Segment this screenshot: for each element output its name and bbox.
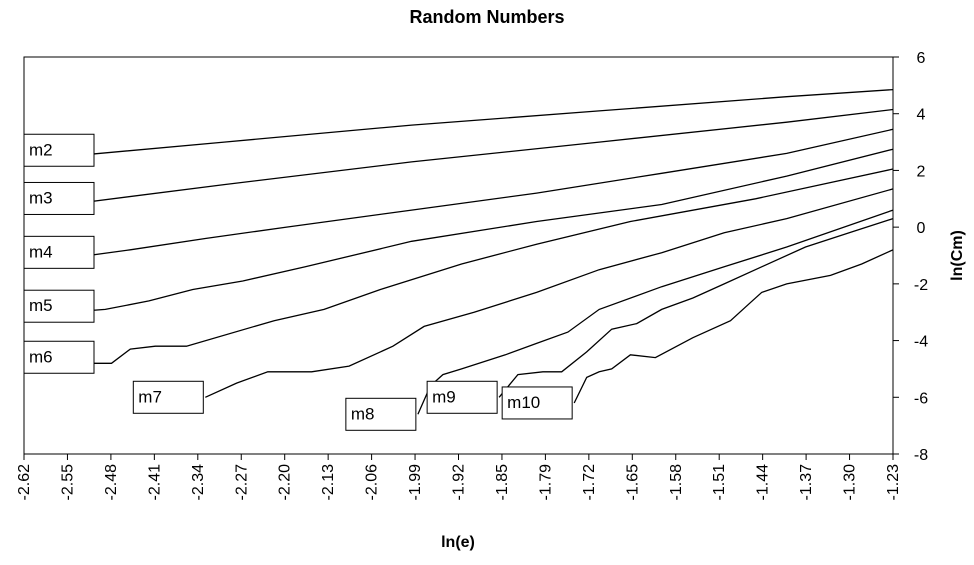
series-label-m3: m3 [29,188,53,207]
series-line-m4 [67,128,894,259]
series-label-box-m4 [23,235,95,269]
y-tick-label: 0 [917,220,926,237]
x-tick-label: -1.30 [842,464,859,501]
series-label-box-m8 [345,397,417,431]
x-tick-label: -1.72 [581,464,598,501]
series-line-m8 [417,209,894,415]
series-line-m5 [67,148,894,313]
y-tick-label: -4 [914,334,928,351]
x-tick-label: -2.48 [103,464,120,501]
x-tick-label: -2.20 [277,464,294,501]
x-tick-label: -2.34 [190,464,207,501]
x-tick-label: -1.58 [668,464,685,501]
series-label-box-m7 [132,380,204,414]
series-line-m7 [205,188,894,398]
x-tick-label: -1.23 [885,464,902,501]
series-line-m2 [67,88,894,157]
x-tick-label: -2.55 [59,464,76,501]
x-tick-label: -2.27 [233,464,250,501]
series-label-box-m10 [501,386,573,420]
x-tick-label: -1.99 [407,464,424,501]
x-tick-label: -1.44 [755,464,772,501]
x-tick-label: -1.92 [451,464,468,501]
chart-title: Random Numbers [409,7,565,27]
y-tick-label: 2 [917,163,926,180]
series-line-m9 [498,217,894,398]
series-label-box-m9 [426,380,498,414]
series-label-m2: m2 [29,140,53,159]
y-axis-label: ln(Cm) [949,230,966,281]
x-tick-label: -2.41 [146,464,163,501]
series-label-box-m3 [23,181,95,215]
series-line-m6 [67,168,894,364]
x-tick-label: -2.06 [364,464,381,501]
x-axis-label: ln(e) [441,534,475,551]
series-label-m4: m4 [29,242,53,261]
y-tick-label: 4 [917,107,926,124]
x-tick-label: -2.13 [320,464,337,501]
y-tick-label: -6 [914,390,928,407]
y-tick-label: 6 [917,50,926,67]
x-tick-label: -2.62 [16,464,33,501]
series-label-m7: m7 [138,387,162,406]
x-tick-label: -1.65 [624,464,641,501]
x-tick-label: -1.85 [494,464,511,501]
y-tick-label: -2 [914,277,928,294]
series-label-box-m5 [23,289,95,323]
series-line-m3 [67,108,894,206]
series-label-m6: m6 [29,347,53,366]
series-label-m8: m8 [351,404,375,423]
x-tick-label: -1.51 [711,464,728,501]
series-line-m10 [573,249,894,404]
series-label-m5: m5 [29,296,53,315]
series-label-m9: m9 [432,387,456,406]
x-tick-label: -1.37 [798,464,815,501]
series-label-m10: m10 [507,393,540,412]
series-label-box-m6 [23,340,95,374]
x-tick-label: -1.79 [537,464,554,501]
y-tick-label: -8 [914,447,928,464]
series-label-box-m2 [23,133,95,167]
